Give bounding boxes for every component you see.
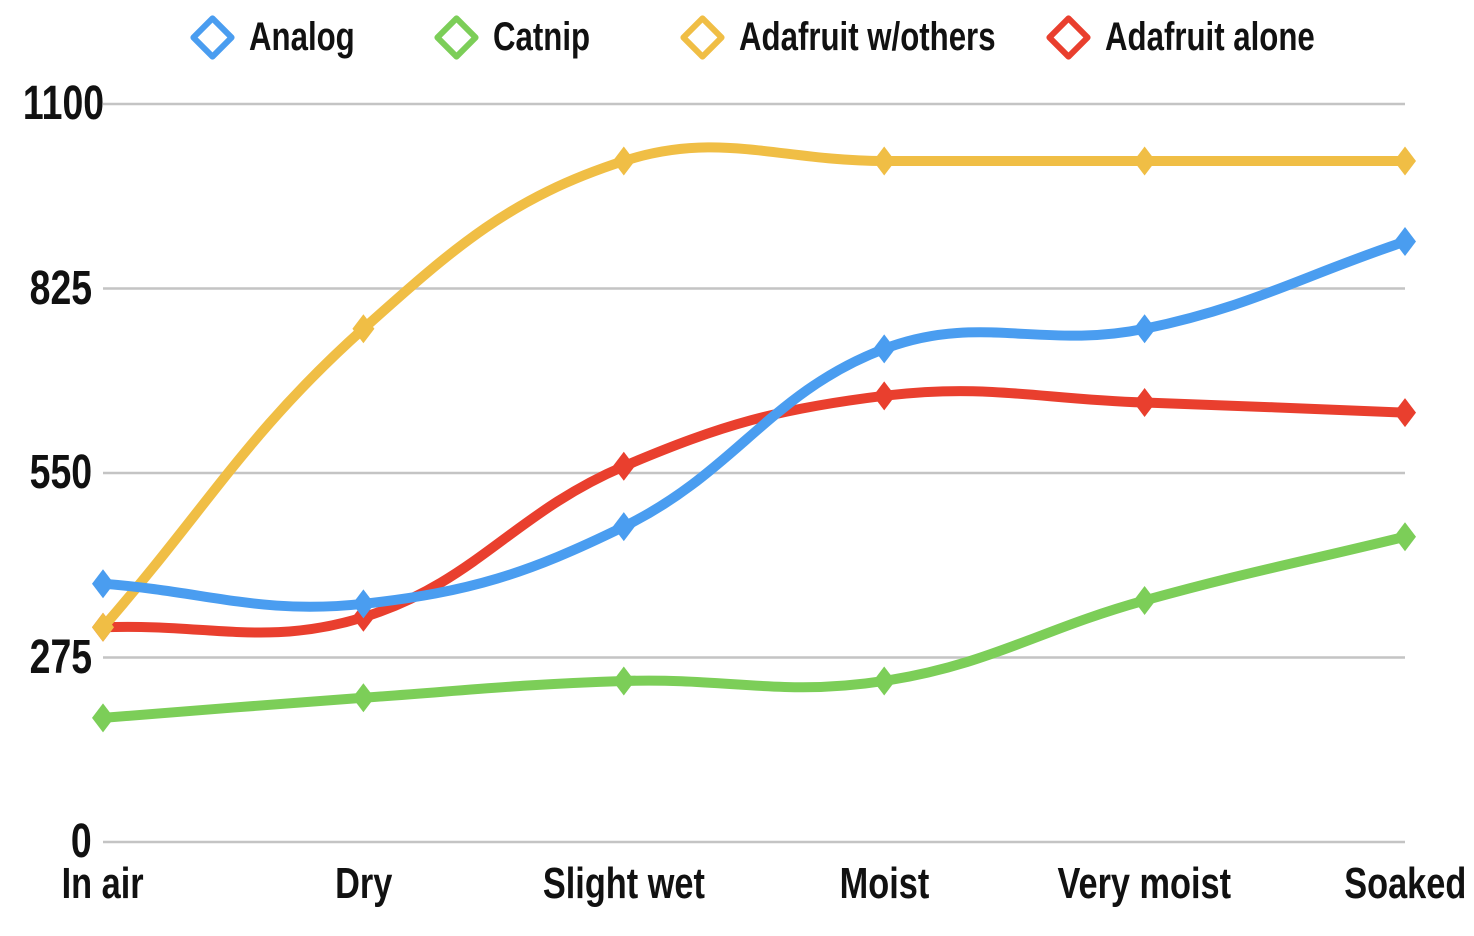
legend-diamond-icon — [679, 13, 726, 61]
point-marker-diamond-icon — [1133, 388, 1156, 418]
point-marker-diamond-icon — [1133, 314, 1156, 344]
point-marker-diamond-icon — [1394, 522, 1416, 552]
legend: Analog Catnip Adafruit w/others Adafruit… — [0, 0, 1474, 70]
legend-diamond-icon — [1045, 13, 1092, 61]
point-marker-diamond-icon — [92, 569, 114, 599]
legend-label: Analog — [249, 14, 355, 59]
x-tick-slight-wet: Slight wet — [542, 859, 705, 908]
gridlines — [103, 102, 1405, 844]
point-marker-diamond-icon — [92, 703, 114, 733]
legend-label: Catnip — [493, 14, 591, 59]
x-tick-in-air: In air — [61, 859, 145, 908]
series-catnip — [92, 522, 1416, 733]
point-marker-diamond-icon — [92, 612, 114, 642]
y-tick-275: 275 — [29, 630, 92, 684]
legend-diamond-icon — [433, 13, 480, 61]
point-marker-diamond-icon — [612, 666, 635, 696]
legend-item-adafruit-w-others[interactable]: Adafruit w/others — [679, 13, 1068, 61]
y-tick-825: 825 — [29, 261, 92, 315]
y-tick-550: 550 — [29, 446, 92, 499]
point-marker-diamond-icon — [873, 666, 896, 696]
series-adafruit-alone — [92, 381, 1416, 642]
x-tick-soaked: Soaked — [1343, 859, 1467, 908]
legend-label: Adafruit alone — [1105, 14, 1315, 59]
x-tick-very-moist: Very moist — [1057, 859, 1232, 908]
point-marker-diamond-icon — [612, 512, 635, 542]
point-marker-diamond-icon — [612, 146, 635, 176]
y-tick-1100: 1100 — [22, 77, 105, 130]
legend-label: Adafruit w/others — [739, 14, 996, 59]
y-tick-0: 0 — [71, 815, 92, 868]
point-marker-diamond-icon — [612, 451, 635, 481]
point-marker-diamond-icon — [873, 146, 896, 176]
point-marker-diamond-icon — [873, 334, 896, 364]
x-tick-dry: Dry — [334, 859, 393, 908]
legend-item-analog[interactable]: Analog — [189, 13, 385, 61]
legend-item-adafruit-alone[interactable]: Adafruit alone — [1045, 13, 1374, 61]
legend-item-catnip[interactable]: Catnip — [433, 13, 617, 61]
point-marker-diamond-icon — [1394, 146, 1416, 176]
point-marker-diamond-icon — [1133, 146, 1156, 176]
point-marker-diamond-icon — [352, 314, 375, 344]
x-tick-moist: Moist — [839, 859, 929, 908]
point-marker-diamond-icon — [352, 589, 375, 619]
series-adafruit-w-others — [92, 142, 1416, 642]
point-marker-diamond-icon — [873, 381, 896, 411]
series-analog — [92, 227, 1416, 619]
point-marker-diamond-icon — [1394, 227, 1416, 257]
legend-diamond-icon — [189, 13, 236, 61]
point-marker-diamond-icon — [1133, 585, 1156, 615]
point-marker-diamond-icon — [352, 683, 375, 713]
point-marker-diamond-icon — [1394, 398, 1416, 428]
